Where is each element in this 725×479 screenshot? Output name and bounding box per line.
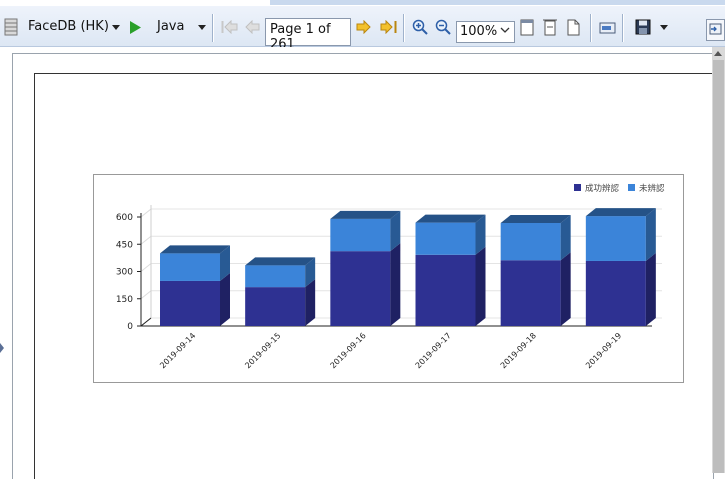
bar-side-success-0 [220,272,230,326]
bar-fail-0 [160,253,220,281]
bar-success-3 [415,254,476,326]
bar-side-fail-2 [390,210,401,252]
last-page-icon[interactable] [379,19,397,35]
scrollbar-thumb[interactable] [713,60,724,473]
chevron-down-icon[interactable] [500,27,510,34]
bar-fail-3 [415,222,476,255]
bar-top-2 [330,210,401,219]
grid-line-diagonal [140,235,152,245]
chevron-down-icon[interactable] [198,25,206,30]
save-icon[interactable] [634,18,651,35]
first-page-icon[interactable] [220,19,238,35]
previous-page-icon[interactable] [244,19,260,35]
bar-success-2 [330,251,391,326]
chevron-down-icon[interactable] [112,25,120,30]
fit-page-icon[interactable] [519,18,535,36]
bar-fail-1 [245,265,306,288]
chevron-down-icon[interactable] [660,25,668,30]
database-icon[interactable] [3,17,19,37]
y-tick-label: 450 [116,240,133,250]
page-number-field[interactable]: Page 1 of 261 [265,18,351,52]
bar-side-fail-1 [305,257,316,288]
toolbar-separator [590,14,592,42]
top-strip [0,0,725,6]
zoom-out-icon[interactable] [434,18,451,35]
report-toolbar: FaceDB (HK) Java Page 1 of 261 100% [0,6,725,52]
bar-top-4 [500,214,571,223]
zoom-select[interactable]: 100% [456,21,515,43]
bar-fail-2 [330,218,391,252]
bar-side-success-5 [645,252,656,326]
x-tick-label: 2019-09-19 [584,331,623,370]
tab-strip [270,0,725,5]
datasource-select[interactable]: FaceDB (HK) [28,19,109,34]
chart-container: 0 150 300 450 600 2019-09-14 2019-09-15 2019-09… [93,174,684,383]
x-tick-label: 2019-09-15 [243,331,282,370]
bar-side-success-1 [305,279,316,326]
scroll-up-icon[interactable] [714,51,722,56]
bar-side-success-2 [390,243,401,326]
grid-line-diagonal [140,290,152,300]
bar-side-success-3 [475,246,486,326]
zoom-in-icon[interactable] [411,18,428,35]
bar-side-fail-3 [475,214,486,255]
x-tick-label: 2019-09-17 [414,331,453,370]
bar-top-3 [415,214,486,223]
y-tick-label: 150 [116,295,133,305]
actual-size-icon[interactable] [565,18,581,36]
zoom-value: 100% [460,24,498,39]
grid-line-diagonal [140,263,152,272]
bar-fail-5 [585,216,646,261]
legend-swatch-fail [628,184,635,191]
vertical-scrollbar[interactable] [712,47,725,473]
bar-side-fail-5 [645,208,656,261]
bar-fail-4 [500,222,561,261]
panel-toggle-icon [709,23,722,35]
fit-width-icon[interactable] [542,18,558,36]
bar-side-fail-0 [220,245,230,281]
y-tick-label: 600 [116,213,133,223]
grid-line-diagonal [140,208,152,218]
next-page-icon[interactable] [355,19,371,35]
stacked-bar-chart: 0 150 300 450 600 2019-09-14 2019-09-15 2019-09… [116,183,665,370]
toolbar-separator [403,14,405,42]
expand-panel-icon[interactable] [0,343,4,353]
bar-success-4 [500,260,561,326]
y-tick-label: 300 [116,268,133,278]
play-icon[interactable] [128,20,142,34]
export-icon[interactable] [598,19,616,35]
toolbar-separator [622,14,624,42]
legend-label-success: 成功辨認 [585,183,620,194]
bar-top-0 [160,245,230,254]
side-panel-button[interactable] [706,19,725,41]
y-tick-label: 0 [127,322,133,332]
bar-success-5 [585,260,646,326]
bar-success-1 [245,287,306,326]
x-tick-label: 2019-09-18 [499,331,538,370]
report-page [34,73,712,479]
legend-label-fail: 未辨認 [639,183,665,194]
x-tick-label: 2019-09-14 [158,331,197,370]
bar-top-1 [245,257,316,266]
bar-side-success-4 [560,252,571,326]
bar-top-5 [585,208,656,217]
bar-side-fail-4 [560,214,571,261]
bar-success-0 [160,280,220,326]
x-tick-label: 2019-09-16 [329,331,368,370]
language-select[interactable]: Java [157,19,185,34]
legend-swatch-success [574,184,581,191]
floor-edge [140,317,152,327]
toolbar-separator [212,14,214,42]
